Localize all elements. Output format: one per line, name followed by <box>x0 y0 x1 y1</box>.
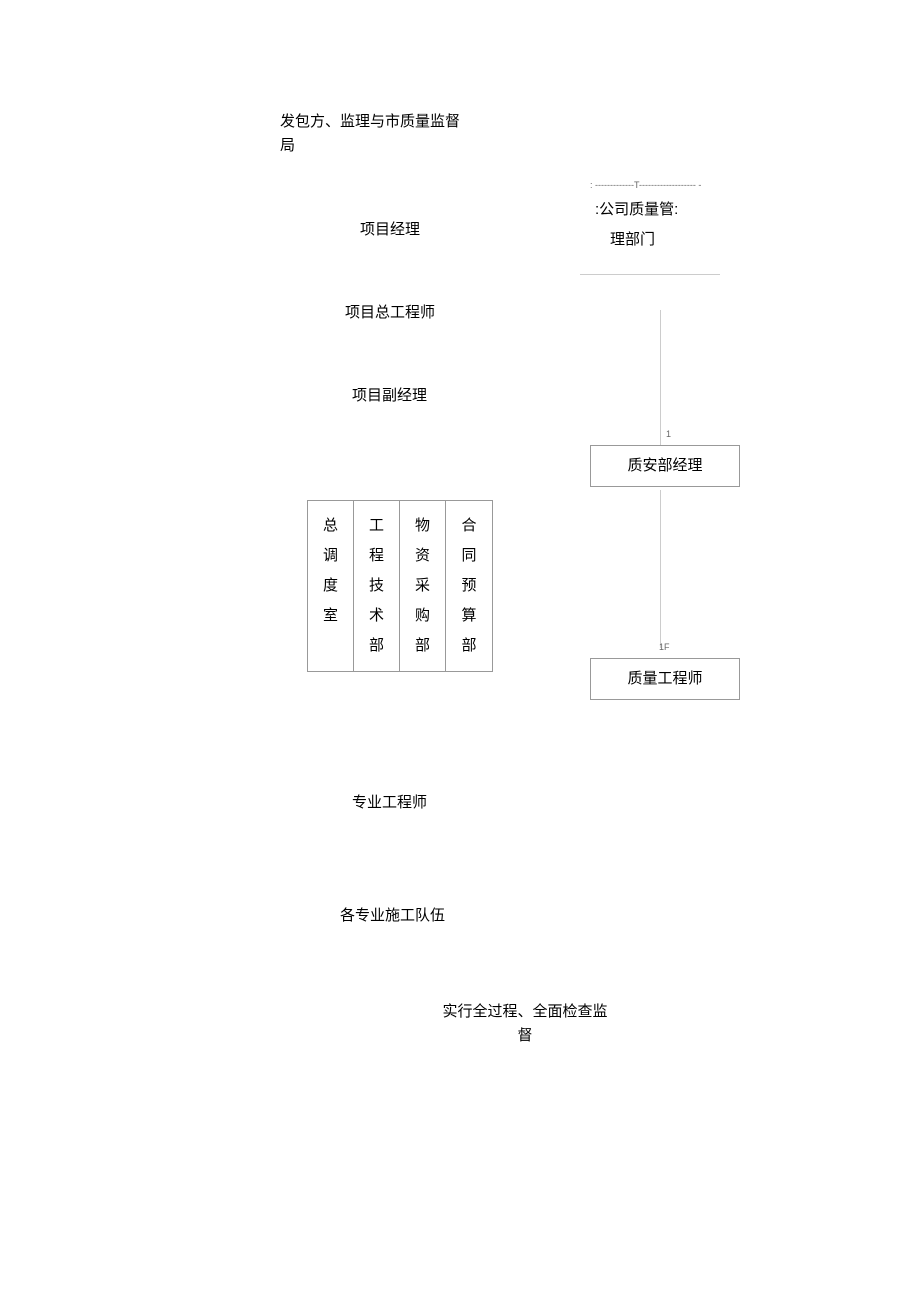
dept-3-0: 合 <box>452 511 486 541</box>
dept-0-2: 度 <box>314 571 347 601</box>
node-deputy-manager: 项目副经理 <box>352 384 427 408</box>
vline-qm-to-qa <box>660 310 661 445</box>
text-tiny-1f: 1F <box>659 642 670 652</box>
text-deputy-manager: 项目副经理 <box>352 387 427 404</box>
dept-1-0: 工 <box>360 511 393 541</box>
dept-2-3: 购 <box>406 601 439 631</box>
line-under-qm <box>580 274 720 275</box>
node-top-left: 发包方、监理与市质量监督局 <box>280 110 510 158</box>
dept-col-0: 总 调 度 室 <box>308 501 354 671</box>
text-quality-engineer: 质量工程师 <box>627 670 702 687</box>
dept-1-2: 技 <box>360 571 393 601</box>
dept-1-4: 部 <box>360 631 393 661</box>
dept-2-1: 资 <box>406 541 439 571</box>
dept-2-2: 采 <box>406 571 439 601</box>
node-chief-engineer: 项目总工程师 <box>345 301 435 325</box>
dept-3-1: 同 <box>452 541 486 571</box>
node-quality-engineer: 质量工程师 <box>590 658 740 700</box>
dept-3-4: 部 <box>452 631 486 661</box>
text-project-manager: 项目经理 <box>360 221 420 238</box>
text-company-qm-2: 理部门 <box>610 231 655 248</box>
text-specialist-engineer: 专业工程师 <box>352 794 427 811</box>
tiny-label-1: 1 <box>666 429 671 439</box>
text-chief-engineer: 项目总工程师 <box>345 304 435 321</box>
dept-3-3: 算 <box>452 601 486 631</box>
company-qm-line1: :公司质量管: <box>595 198 678 222</box>
dept-col-3: 合 同 预 算 部 <box>446 501 492 671</box>
company-qm-line2: 理部门 <box>610 228 655 252</box>
node-specialist-engineer: 专业工程师 <box>352 791 427 815</box>
dept-0-0: 总 <box>314 511 347 541</box>
vline-qa-to-qe <box>660 490 661 648</box>
dashed-header: : -------------T------------------- - <box>590 178 701 192</box>
dept-1-1: 程 <box>360 541 393 571</box>
dept-3-2: 预 <box>452 571 486 601</box>
text-construction-teams: 各专业施工队伍 <box>340 907 445 924</box>
dept-0-3: 室 <box>314 601 347 631</box>
dept-table: 总 调 度 室 工 程 技 术 部 物 资 采 购 部 合 同 预 算 部 <box>307 500 493 672</box>
tiny-label-1f: 1F <box>659 642 670 652</box>
dept-col-2: 物 资 采 购 部 <box>400 501 446 671</box>
node-qa-manager: 质安部经理 <box>590 445 740 487</box>
node-construction-teams: 各专业施工队伍 <box>340 904 445 928</box>
node-project-manager: 项目经理 <box>360 218 420 242</box>
dept-2-4: 部 <box>406 631 439 661</box>
dept-2-0: 物 <box>406 511 439 541</box>
text-qa-manager: 质安部经理 <box>627 457 702 474</box>
text-full-process: 实行全过程、全面检查监督 <box>442 1003 607 1044</box>
dept-1-3: 术 <box>360 601 393 631</box>
text-dashed-header: : -------------T------------------- - <box>590 180 701 190</box>
node-full-process: 实行全过程、全面检查监督 <box>425 1000 625 1048</box>
text-tiny-1: 1 <box>666 429 671 439</box>
text-top-left-line1: 发包方、监理与市质量监督局 <box>280 113 460 154</box>
dept-0-1: 调 <box>314 541 347 571</box>
text-company-qm-1: :公司质量管: <box>595 201 678 218</box>
dept-col-1: 工 程 技 术 部 <box>354 501 400 671</box>
